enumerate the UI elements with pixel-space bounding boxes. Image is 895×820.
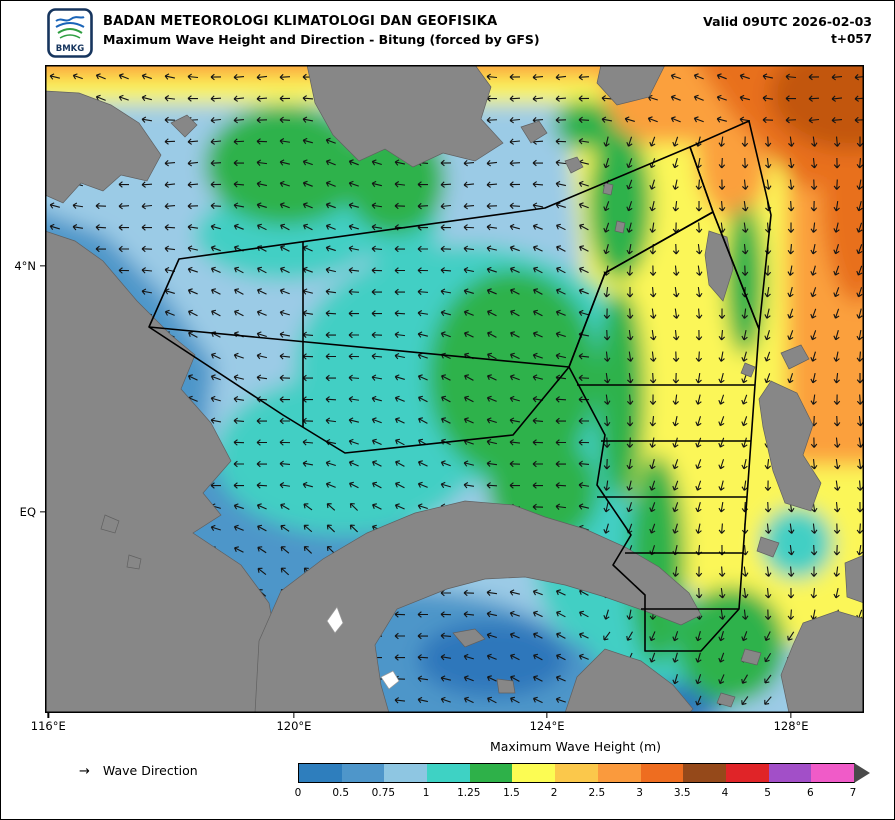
colorbar-tick-label: 0.5 (332, 787, 350, 799)
colorbar-tick-label: 6 (806, 787, 814, 799)
land-right-edge (844, 554, 864, 604)
colorbar-segment (768, 764, 812, 782)
colorbar-segment (683, 764, 726, 782)
legend: → Wave Direction Maximum Wave Height (m) … (1, 737, 894, 819)
colorbar-tick-label: 7 (849, 787, 857, 799)
colorbar (298, 763, 855, 783)
x-axis-label: 120°E (276, 719, 312, 733)
island-white (380, 670, 400, 690)
island-white (326, 606, 344, 634)
island-morotai (780, 344, 810, 370)
land-halmahera (758, 380, 822, 512)
island (740, 362, 756, 378)
colorbar-segment (341, 764, 385, 782)
island-talaud (704, 230, 734, 302)
land-layer (45, 65, 864, 713)
valid-time: Valid 09UTC 2026-02-03 (703, 14, 872, 29)
colorbar-extend-arrow (854, 763, 870, 783)
x-axis-label: 128°E (773, 719, 809, 733)
validity-block: Valid 09UTC 2026-02-03 t+057 (703, 14, 872, 46)
island (564, 156, 584, 174)
island (496, 678, 516, 694)
island-bacan (756, 536, 780, 558)
wave-direction-arrow-icon: → (79, 764, 90, 779)
island (170, 114, 198, 138)
wave-direction-label: Wave Direction (102, 763, 198, 778)
zone-maluku-stack (568, 211, 760, 652)
colorbar-tick-labels: 0 0.5 0.75 1 1.25 1.5 2 2.5 3 3.5 4 5 6 7 (294, 787, 857, 803)
bmkg-logo-icon: BMKG (47, 8, 93, 58)
agency-title: BADAN METEOROLOGI KLIMATOLOGI DAN GEOFIS… (103, 14, 498, 29)
y-axis-label: 4°N (14, 258, 36, 273)
colorbar-title: Maximum Wave Height (m) (489, 739, 662, 754)
map-border (45, 65, 864, 713)
x-axis: 116°E 120°E 124°E 128°E (31, 713, 864, 737)
bmkg-logo-label: BMKG (56, 44, 85, 54)
colorbar-tick-label: 1 (422, 787, 430, 799)
y-axis-tick (40, 265, 45, 267)
colorbar-segment (640, 764, 684, 782)
y-axis: 4°N EQ (1, 65, 45, 713)
colorbar-segment (469, 764, 513, 782)
zone-talaud (689, 120, 772, 330)
colorbar-tick-label: 2 (550, 787, 558, 799)
header-titles: BADAN METEOROLOGI KLIMATOLOGI DAN GEOFIS… (103, 14, 540, 47)
island-sangihe (614, 220, 626, 234)
colorbar-tick-label: 3.5 (673, 787, 691, 799)
y-axis-tick (40, 511, 45, 513)
colorbar-tick-label: 5 (764, 787, 771, 799)
island-togian (452, 628, 486, 648)
land-mindanao-east (596, 65, 666, 106)
island-sangihe (602, 182, 614, 196)
wave-direction-legend: → Wave Direction (79, 763, 198, 779)
colorbar-segment (427, 764, 470, 782)
colorbar-tick-label: 3 (636, 787, 643, 799)
wave-height-map (45, 65, 864, 713)
colorbar-tick-label: 2.5 (588, 787, 606, 799)
colorbar-segment (597, 764, 641, 782)
land-sulawesi (254, 500, 702, 713)
island (740, 648, 762, 666)
colorbar-segment (811, 764, 854, 782)
colorbar-tick-label: 0 (294, 787, 302, 799)
x-axis-tick (546, 713, 548, 718)
x-axis-label: 116°E (30, 719, 66, 733)
colorbar-segment (555, 764, 598, 782)
y-axis-label: EQ (19, 505, 36, 520)
colorbar-segment (299, 764, 342, 782)
colorbar-tick-label: 4 (721, 787, 729, 799)
product-title: Maximum Wave Height and Direction - Bitu… (103, 32, 540, 47)
colorbar-tick-label: 1.25 (457, 787, 481, 799)
land-bottom-right (780, 610, 864, 713)
colorbar-tick-label: 0.75 (371, 787, 396, 799)
island (520, 120, 548, 144)
forecast-step: t+057 (831, 32, 872, 46)
x-axis-tick (790, 713, 792, 718)
bmkg-logo-graphic: BMKG (47, 8, 93, 58)
colorbar-tick-label: 1.5 (503, 787, 520, 799)
land-mindanao (306, 65, 504, 168)
island (716, 692, 736, 708)
colorbar-segment (512, 764, 556, 782)
x-axis-tick (293, 713, 295, 718)
colorbar-segment (384, 764, 428, 782)
forecast-zones-layer (148, 120, 772, 652)
x-axis-label: 124°E (529, 719, 565, 733)
land-sabah (45, 90, 162, 204)
colorbar-segment (725, 764, 769, 782)
island (100, 514, 120, 534)
zone-divider (148, 326, 570, 368)
x-axis-tick (47, 713, 49, 718)
island (126, 554, 142, 570)
